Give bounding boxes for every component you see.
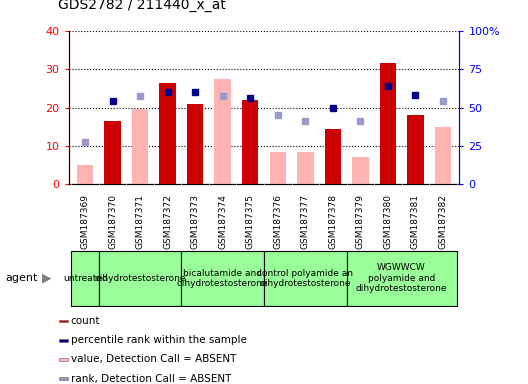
Bar xyxy=(182,251,264,306)
Text: GSM187369: GSM187369 xyxy=(81,194,90,249)
Bar xyxy=(380,63,396,184)
Bar xyxy=(407,115,423,184)
Bar xyxy=(269,152,286,184)
Bar xyxy=(105,121,121,184)
Bar xyxy=(159,83,176,184)
Bar xyxy=(59,339,68,342)
Text: value, Detection Call = ABSENT: value, Detection Call = ABSENT xyxy=(71,354,236,364)
Text: bicalutamide and
dihydrotestosterone: bicalutamide and dihydrotestosterone xyxy=(177,269,268,288)
Bar xyxy=(59,358,68,361)
Text: GSM187376: GSM187376 xyxy=(274,194,282,249)
Text: agent: agent xyxy=(5,273,37,283)
Text: GSM187379: GSM187379 xyxy=(356,194,365,249)
Text: GSM187380: GSM187380 xyxy=(383,194,392,249)
Bar xyxy=(59,377,68,380)
Text: GSM187374: GSM187374 xyxy=(218,194,227,249)
Bar xyxy=(132,109,148,184)
Bar xyxy=(59,319,68,323)
Text: percentile rank within the sample: percentile rank within the sample xyxy=(71,335,247,345)
Bar xyxy=(187,104,203,184)
Text: untreated: untreated xyxy=(63,274,108,283)
Text: GSM187371: GSM187371 xyxy=(136,194,145,249)
Bar xyxy=(435,127,451,184)
Text: dihydrotestosterone: dihydrotestosterone xyxy=(95,274,186,283)
Bar xyxy=(352,157,369,184)
Text: GDS2782 / 211440_x_at: GDS2782 / 211440_x_at xyxy=(58,0,226,12)
Text: GSM187372: GSM187372 xyxy=(163,194,172,249)
Bar xyxy=(99,251,182,306)
Text: control polyamide an
dihydrotestosterone: control polyamide an dihydrotestosterone xyxy=(257,269,353,288)
Bar xyxy=(242,100,259,184)
Text: GSM187377: GSM187377 xyxy=(301,194,310,249)
Text: ▶: ▶ xyxy=(42,272,52,285)
Bar xyxy=(325,129,341,184)
Bar xyxy=(297,152,314,184)
Text: GSM187382: GSM187382 xyxy=(438,194,447,249)
Bar xyxy=(71,251,99,306)
Bar xyxy=(77,165,93,184)
Text: GSM187381: GSM187381 xyxy=(411,194,420,249)
Text: GSM187378: GSM187378 xyxy=(328,194,337,249)
Text: count: count xyxy=(71,316,100,326)
Bar xyxy=(346,251,457,306)
Text: GSM187370: GSM187370 xyxy=(108,194,117,249)
Text: WGWWCW
polyamide and
dihydrotestosterone: WGWWCW polyamide and dihydrotestosterone xyxy=(356,263,447,293)
Bar xyxy=(214,79,231,184)
Text: GSM187375: GSM187375 xyxy=(246,194,254,249)
Bar xyxy=(264,251,346,306)
Text: rank, Detection Call = ABSENT: rank, Detection Call = ABSENT xyxy=(71,374,231,384)
Text: GSM187373: GSM187373 xyxy=(191,194,200,249)
